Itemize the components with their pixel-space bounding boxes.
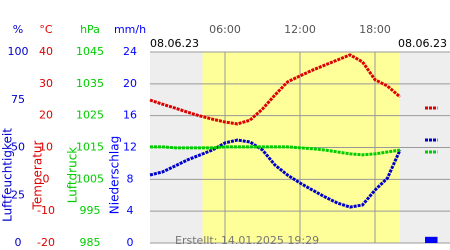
y-tick-label: 1035 xyxy=(76,77,104,90)
y-tick-label: 995 xyxy=(80,204,101,217)
axis-unit: hPa xyxy=(80,23,100,36)
y-tick-label: 12 xyxy=(123,141,137,154)
y-tick-label: 30 xyxy=(39,77,53,90)
series-line xyxy=(150,145,401,157)
y-tick-label: 24 xyxy=(123,45,137,58)
y-tick-label: -20 xyxy=(37,236,55,249)
y-tick-label: 100 xyxy=(8,45,29,58)
y-tick-label: 0 xyxy=(127,236,134,249)
y-tick-label: 1045 xyxy=(76,45,104,58)
series-line xyxy=(149,138,402,209)
precipitation-bar xyxy=(425,236,438,243)
y-tick-label: 0 xyxy=(15,236,22,249)
date-start: 08.06.23 xyxy=(150,37,199,50)
y-tick-label: 20 xyxy=(39,109,53,122)
y-tick-label: 1015 xyxy=(76,141,104,154)
y-tick-label: 8 xyxy=(127,172,134,185)
y-tick-label: 10 xyxy=(39,141,53,154)
x-tick-label: 06:00 xyxy=(209,23,241,36)
axis-unit: % xyxy=(13,23,23,36)
axis-unit: mm/h xyxy=(114,23,146,36)
y-tick-label: -10 xyxy=(37,204,55,217)
y-tick-label: 985 xyxy=(80,236,101,249)
y-tick-label: 0 xyxy=(43,172,50,185)
y-tick-label: 50 xyxy=(11,141,25,154)
y-tick-label: 40 xyxy=(39,45,53,58)
x-tick-label: 12:00 xyxy=(284,23,316,36)
y-tick-label: 1025 xyxy=(76,109,104,122)
axis-label: Niederschlag xyxy=(108,136,122,214)
y-tick-label: 75 xyxy=(11,93,25,106)
date-end: 08.06.23 xyxy=(398,37,447,50)
created-note: Erstellt: 14.01.2025 19:29 xyxy=(175,234,319,247)
y-tick-label: 25 xyxy=(11,188,25,201)
axis-label: Luftdruck xyxy=(66,147,80,204)
y-tick-label: 16 xyxy=(123,109,137,122)
axis-label: Luftfeuchtigkeit xyxy=(1,128,15,222)
y-tick-label: 20 xyxy=(123,77,137,90)
y-tick-label: 1005 xyxy=(76,172,104,185)
x-tick-label: 18:00 xyxy=(359,23,391,36)
axis-label: Temperatur xyxy=(31,140,45,210)
y-tick-label: 4 xyxy=(127,204,134,217)
axis-unit: °C xyxy=(39,23,53,36)
